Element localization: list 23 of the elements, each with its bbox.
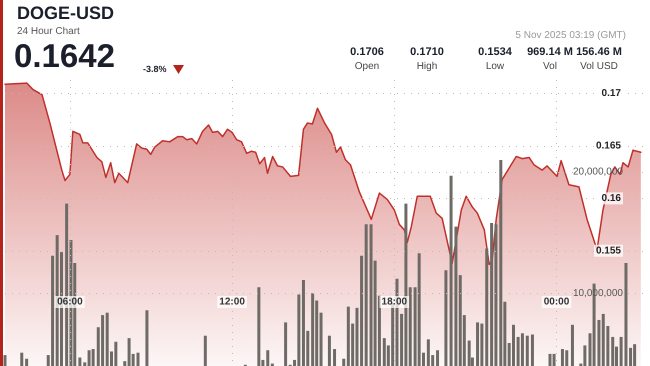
text: 969.14 M	[526, 46, 574, 58]
text: 156.46 M	[575, 46, 623, 58]
y-tick-label: 0.155	[596, 245, 622, 256]
text: Open	[354, 61, 380, 72]
text: -3.8%	[143, 64, 167, 74]
text: 0.1710	[409, 46, 445, 58]
text: Vol USD	[579, 61, 619, 72]
text: Low	[484, 61, 506, 72]
chart-subtitle: 24 Hour Chart	[17, 26, 80, 37]
x-tick-label: 12:00	[219, 296, 246, 308]
x-tick-label: 18:00	[382, 296, 408, 308]
text: 0.1706	[349, 46, 385, 58]
x-tick-label: 06:00	[57, 296, 84, 308]
y-tick-label: 0.16	[602, 192, 622, 204]
text: 0.1534	[477, 46, 513, 58]
chart-title: DOGE-USD	[17, 3, 114, 24]
text: High	[416, 61, 438, 72]
x-tick-label: 00:00	[544, 296, 570, 308]
text: 5 Nov 2025 03:19 (GMT)	[515, 30, 626, 41]
text: Vol	[542, 61, 558, 72]
text: 0.1642	[14, 37, 115, 75]
y-tick-label: 0.17	[602, 88, 622, 100]
y-tick-label: 0.165	[596, 140, 622, 152]
